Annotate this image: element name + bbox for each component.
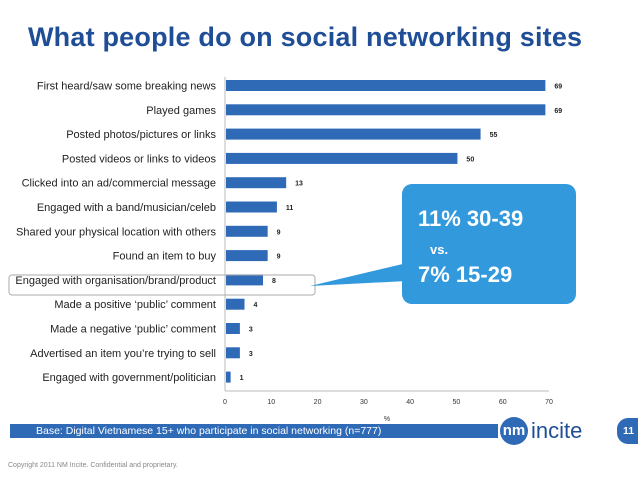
- bar-0: [226, 80, 546, 91]
- x-tick-20: 20: [314, 399, 322, 406]
- logo-word: incite: [531, 418, 583, 443]
- base-note: Base: Digital Vietnamese 15+ who partici…: [36, 425, 382, 437]
- x-tick-50: 50: [453, 399, 461, 406]
- category-label-7: Found an item to buy: [113, 251, 217, 263]
- category-labels-group: First heard/saw some breaking news Played…: [15, 81, 216, 385]
- callout-line-3: 7% 15-29: [418, 262, 513, 287]
- category-label-8: Engaged with organisation/brand/product: [15, 275, 216, 287]
- value-label-8: 8: [272, 278, 276, 285]
- callout-line-2: vs.: [430, 242, 449, 257]
- category-label-12: Engaged with government/politician: [42, 372, 216, 384]
- bar-7: [226, 250, 268, 262]
- x-tick-60: 60: [499, 399, 507, 406]
- category-label-1: Played games: [146, 105, 216, 117]
- value-label-1: 69: [554, 108, 562, 115]
- value-label-3: 50: [466, 156, 474, 163]
- x-tick-10: 10: [267, 399, 275, 406]
- bar-11: [226, 347, 240, 359]
- callout-pointer: [310, 263, 407, 286]
- page-number: 11: [617, 418, 638, 444]
- x-ticks-group: 0 10 20 30 40 50 60 70: [223, 399, 553, 406]
- category-label-4: Clicked into an ad/commercial message: [22, 178, 216, 190]
- logo-mark: nm: [500, 417, 528, 445]
- bar-3: [226, 152, 458, 164]
- category-label-9: Made a positive ‘public’ comment: [54, 299, 216, 311]
- bars-group: [226, 80, 546, 383]
- category-label-2: Posted photos/pictures or links: [66, 129, 216, 141]
- category-label-6: Shared your physical location with other…: [16, 226, 216, 238]
- category-label-5: Engaged with a band/musician/celeb: [37, 202, 216, 214]
- bar-2: [226, 128, 481, 140]
- bar-12: [226, 371, 231, 383]
- value-label-6: 9: [277, 229, 281, 236]
- page-title: What people do on social networking site…: [28, 22, 583, 52]
- bar-1: [226, 104, 546, 116]
- bar-9: [226, 298, 245, 310]
- x-tick-0: 0: [223, 399, 227, 406]
- value-label-12: 1: [240, 375, 244, 382]
- value-label-9: 4: [254, 302, 258, 309]
- nm-incite-logo: nm incite: [498, 416, 616, 446]
- bar-8: [226, 274, 264, 286]
- bar-4: [226, 177, 287, 189]
- category-label-11: Advertised an item you’re trying to sell: [30, 348, 216, 360]
- category-label-0: First heard/saw some breaking news: [37, 81, 217, 93]
- value-label-11: 3: [249, 351, 253, 358]
- value-label-0: 69: [554, 84, 562, 91]
- value-label-2: 55: [490, 132, 498, 139]
- category-label-3: Posted videos or links to videos: [62, 153, 217, 165]
- copyright-notice: Copyright 2011 NM Incite. Confidential a…: [8, 462, 178, 469]
- bar-10: [226, 323, 240, 334]
- bar-6: [226, 225, 268, 237]
- callout-box: 11% 30-39 vs. 7% 15-29: [402, 184, 576, 304]
- category-label-10: Made a negative ‘public’ comment: [50, 324, 216, 336]
- value-labels-group: 69 69 55 50 13 11 9 9 8 4 3 3 1: [240, 84, 563, 383]
- x-tick-40: 40: [406, 399, 414, 406]
- callout-line-1: 11% 30-39: [418, 206, 524, 231]
- x-tick-30: 30: [360, 399, 368, 406]
- bar-5: [226, 201, 277, 213]
- footer-band: Base: Digital Vietnamese 15+ who partici…: [10, 424, 615, 438]
- value-label-5: 11: [286, 205, 294, 212]
- value-label-4: 13: [295, 181, 303, 188]
- x-tick-70: 70: [545, 399, 553, 406]
- value-label-7: 9: [277, 254, 281, 261]
- value-label-10: 3: [249, 327, 253, 334]
- x-axis-label: %: [384, 416, 390, 423]
